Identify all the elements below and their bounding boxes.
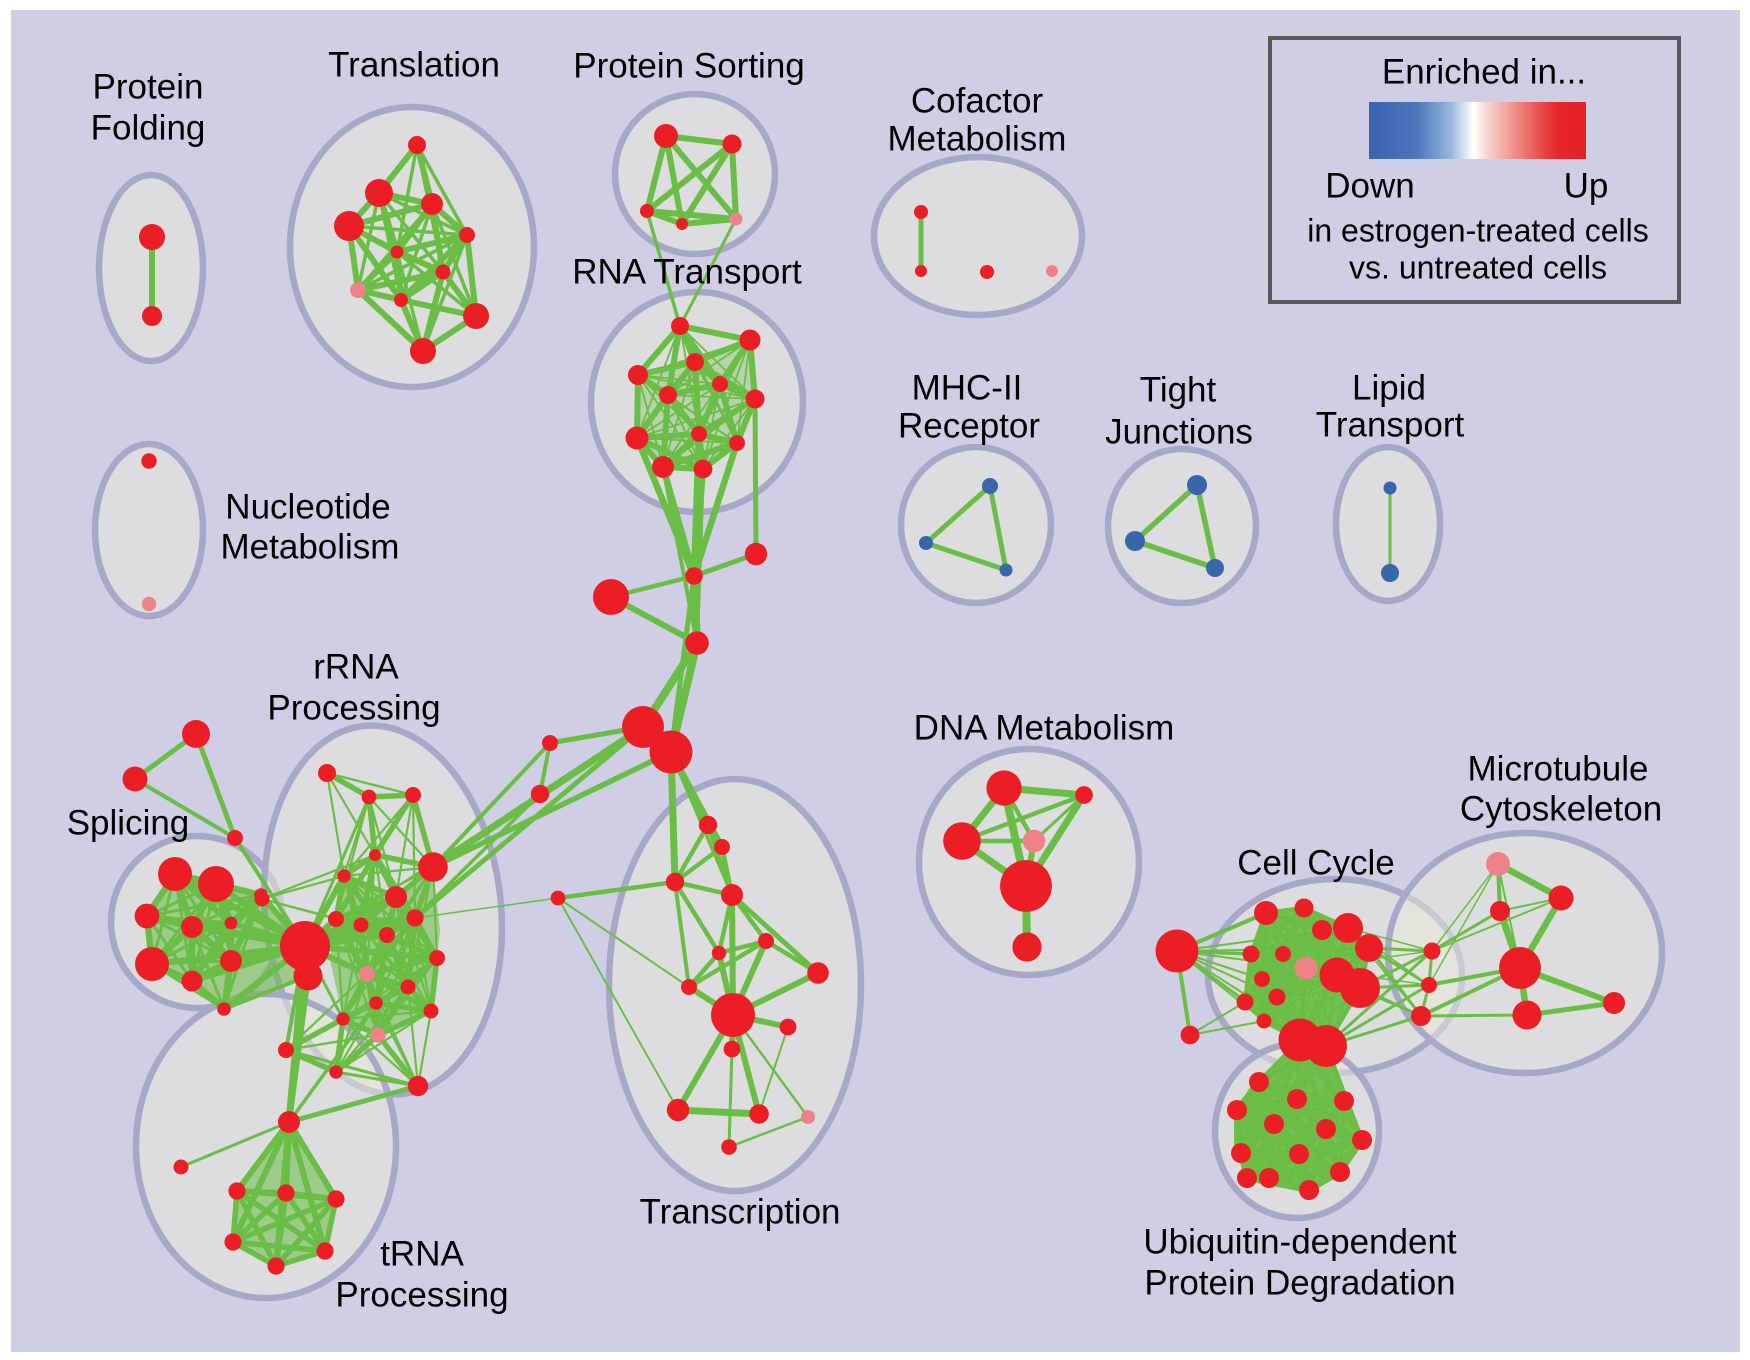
svg-text:Up: Up	[1564, 167, 1609, 206]
svg-text:Transport: Transport	[1316, 406, 1465, 445]
svg-text:Cofactor: Cofactor	[911, 82, 1044, 121]
svg-text:DNA Metabolism: DNA Metabolism	[914, 709, 1175, 748]
svg-text:Junctions: Junctions	[1105, 413, 1253, 452]
svg-text:in estrogen-treated cells: in estrogen-treated cells	[1307, 213, 1649, 249]
svg-text:Splicing: Splicing	[67, 804, 190, 843]
svg-text:Metabolism: Metabolism	[221, 528, 400, 567]
svg-text:tRNA: tRNA	[380, 1235, 464, 1274]
svg-text:Cell Cycle: Cell Cycle	[1237, 844, 1395, 883]
svg-text:RNA Transport: RNA Transport	[572, 253, 802, 292]
svg-text:Receptor: Receptor	[898, 407, 1040, 446]
svg-text:Ubiquitin-dependent: Ubiquitin-dependent	[1143, 1223, 1457, 1262]
svg-text:Protein Degradation: Protein Degradation	[1144, 1264, 1455, 1303]
svg-text:Nucleotide: Nucleotide	[225, 488, 390, 527]
svg-text:Processing: Processing	[267, 689, 440, 728]
svg-text:vs. untreated cells: vs. untreated cells	[1349, 250, 1607, 286]
svg-text:Cytoskeleton: Cytoskeleton	[1460, 790, 1662, 829]
svg-text:rRNA: rRNA	[313, 648, 399, 687]
svg-text:Lipid: Lipid	[1352, 369, 1426, 408]
svg-text:Enriched in...: Enriched in...	[1382, 53, 1586, 92]
svg-text:Protein Sorting: Protein Sorting	[573, 47, 805, 86]
svg-text:Folding: Folding	[91, 109, 206, 148]
svg-text:Transcription: Transcription	[640, 1193, 841, 1232]
svg-text:Metabolism: Metabolism	[888, 120, 1067, 159]
svg-text:Protein: Protein	[93, 68, 204, 107]
svg-text:Translation: Translation	[328, 46, 500, 85]
svg-text:Down: Down	[1325, 167, 1414, 206]
svg-text:Processing: Processing	[335, 1276, 508, 1315]
svg-text:MHC-II: MHC-II	[912, 369, 1023, 408]
svg-text:Microtubule: Microtubule	[1468, 750, 1649, 789]
svg-text:Tight: Tight	[1140, 371, 1217, 410]
